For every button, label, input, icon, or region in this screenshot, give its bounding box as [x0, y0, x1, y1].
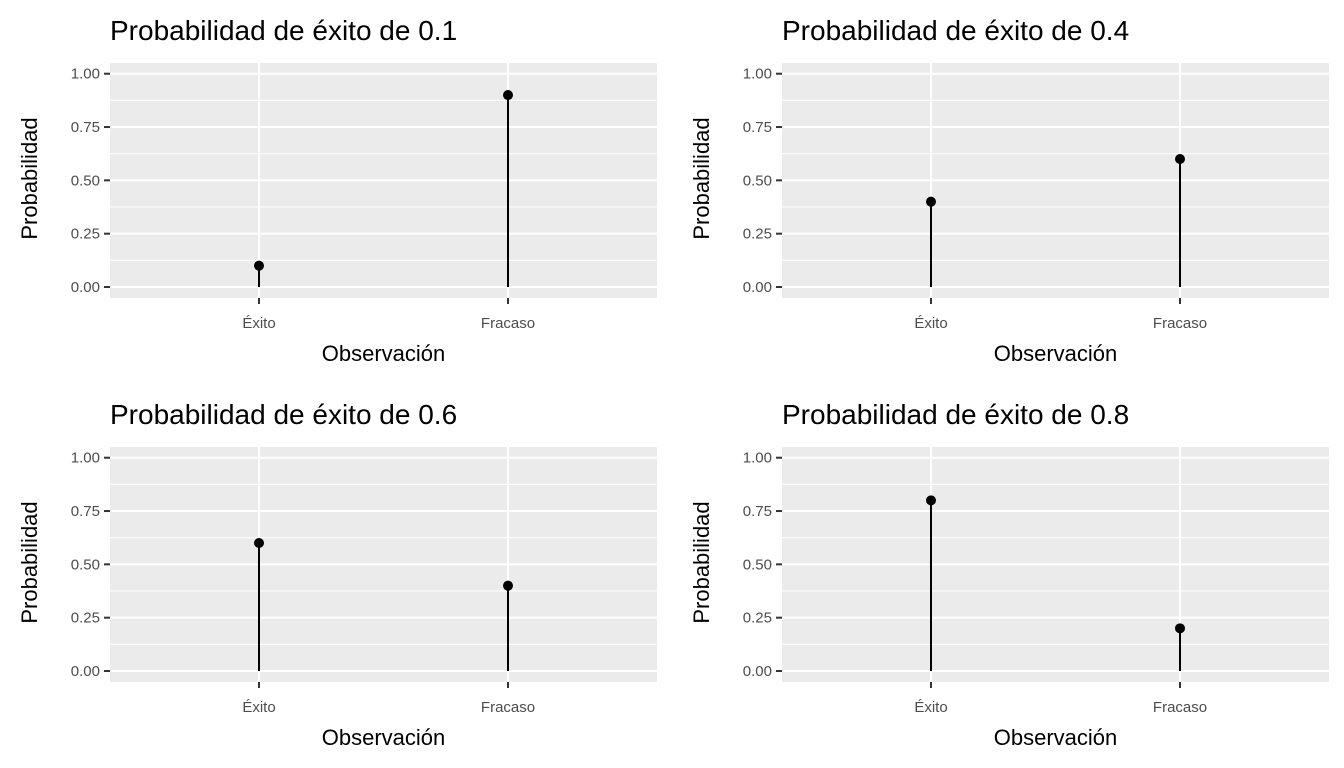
x-tick-label: Fracaso	[481, 315, 535, 332]
y-axis-title: Probabilidad	[689, 501, 714, 623]
panel-4: 0.00 0.25 0.50 0.75 1.00 Éxito Fracaso Probabil…	[689, 399, 1329, 750]
point-Éxito	[254, 260, 264, 271]
y-tick-label: 1.00	[743, 450, 772, 467]
y-tick-label: 0.25	[743, 226, 772, 243]
y-tick-label: 0.50	[71, 556, 100, 573]
y-tick-label: 0.50	[743, 556, 772, 573]
y-axis-title: Probabilidad	[17, 501, 42, 623]
point-Fracaso	[1175, 623, 1185, 634]
panel-title: Probabilidad de éxito de 0.1	[110, 15, 457, 46]
y-axis-title: Probabilidad	[689, 117, 714, 239]
y-tick-label: 0.25	[71, 226, 100, 243]
panel-title: Probabilidad de éxito de 0.4	[782, 15, 1129, 46]
x-axis-title: Observación	[322, 725, 446, 750]
y-tick-label: 0.00	[71, 663, 100, 680]
x-tick-label: Éxito	[242, 699, 275, 716]
y-tick-label: 0.75	[743, 503, 772, 520]
y-tick-label: 0.00	[71, 279, 100, 296]
y-tick-label: 0.25	[743, 610, 772, 627]
point-Fracaso	[503, 580, 513, 591]
panel-2: 0.00 0.25 0.50 0.75 1.00 Éxito Fracaso Probabil…	[689, 15, 1329, 366]
y-tick-label: 0.75	[71, 119, 100, 136]
panel-title: Probabilidad de éxito de 0.6	[110, 399, 457, 430]
y-tick-label: 0.25	[71, 610, 100, 627]
panel-3: 0.00 0.25 0.50 0.75 1.00 Éxito Fracaso Probabil…	[17, 399, 657, 750]
y-tick-label: 1.00	[71, 450, 100, 467]
x-axis-title: Observación	[322, 341, 446, 366]
point-Éxito	[926, 196, 936, 207]
panel-1: 0.00 0.25 0.50 0.75 1.00 Éxito Fracaso Probabil…	[17, 15, 657, 366]
y-tick-label: 0.75	[71, 503, 100, 520]
point-Éxito	[254, 538, 264, 549]
y-tick-label: 0.50	[743, 172, 772, 189]
y-tick-label: 0.00	[743, 279, 772, 296]
x-tick-label: Éxito	[242, 315, 275, 332]
x-axis-title: Observación	[994, 725, 1118, 750]
point-Éxito	[926, 495, 936, 506]
y-tick-label: 0.50	[71, 172, 100, 189]
x-axis-title: Observación	[994, 341, 1118, 366]
x-tick-label: Éxito	[914, 315, 947, 332]
x-tick-label: Fracaso	[481, 699, 535, 716]
x-tick-label: Fracaso	[1153, 699, 1207, 716]
y-tick-label: 1.00	[743, 66, 772, 83]
y-axis-title: Probabilidad	[17, 117, 42, 239]
y-tick-label: 0.75	[743, 119, 772, 136]
panel-title: Probabilidad de éxito de 0.8	[782, 399, 1129, 430]
point-Fracaso	[503, 90, 513, 101]
x-tick-label: Fracaso	[1153, 315, 1207, 332]
point-Fracaso	[1175, 154, 1185, 165]
x-tick-label: Éxito	[914, 699, 947, 716]
y-tick-label: 1.00	[71, 66, 100, 83]
y-tick-label: 0.00	[743, 663, 772, 680]
